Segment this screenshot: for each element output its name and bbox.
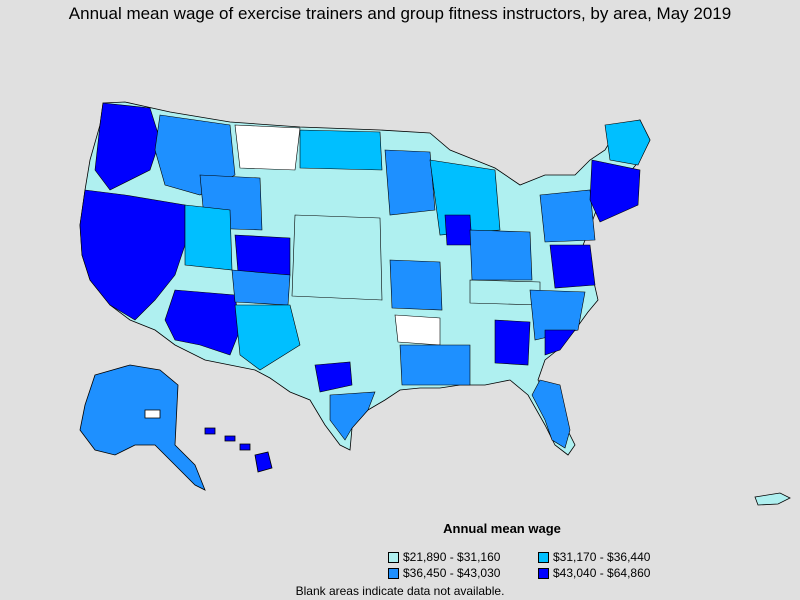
map-title: Annual mean wage of exercise trainers an… bbox=[68, 4, 732, 23]
legend-swatch bbox=[388, 551, 399, 563]
region-ohio-in bbox=[469, 229, 533, 281]
region-colorado-2 bbox=[231, 269, 291, 306]
region-california-nevada bbox=[79, 189, 186, 321]
hawaii bbox=[204, 427, 273, 473]
legend-item: $21,890 - $31,160 bbox=[370, 550, 520, 564]
region-chicago bbox=[444, 214, 473, 246]
alaska-blank bbox=[144, 409, 161, 419]
region-florida bbox=[531, 379, 571, 449]
region-charleston bbox=[544, 329, 576, 356]
legend-item: $43,040 - $64,860 bbox=[520, 566, 670, 580]
legend-label: $21,890 - $31,160 bbox=[403, 550, 501, 564]
region-blank-south bbox=[394, 314, 441, 346]
legend-swatch bbox=[538, 551, 549, 563]
region-missouri bbox=[389, 259, 443, 311]
region-kentucky bbox=[469, 279, 541, 306]
region-south-central bbox=[399, 344, 471, 386]
region-texas-west bbox=[234, 304, 301, 371]
legend-label: $36,450 - $43,030 bbox=[403, 566, 501, 580]
legend-label: $31,170 - $36,440 bbox=[553, 550, 651, 564]
legend-swatch bbox=[388, 567, 399, 579]
legend-items: $21,890 - $31,160 $31,170 - $36,440 $36,… bbox=[370, 550, 670, 580]
legend-item: $31,170 - $36,440 bbox=[520, 550, 670, 564]
alaska bbox=[79, 364, 206, 491]
region-texas-south bbox=[329, 391, 376, 441]
legend: Annual mean wage $21,890 - $31,160 $31,1… bbox=[370, 521, 670, 580]
wage-regions bbox=[79, 102, 651, 449]
region-va-md bbox=[549, 244, 596, 289]
region-atlanta bbox=[494, 319, 531, 366]
region-maine bbox=[604, 119, 651, 166]
hawaii-islands bbox=[204, 427, 251, 451]
hawaii-island bbox=[254, 451, 273, 473]
region-pacific-northwest bbox=[94, 102, 161, 191]
region-montana-blank bbox=[234, 124, 301, 171]
footnote: Blank areas indicate data not available. bbox=[295, 584, 505, 598]
legend-label: $43,040 - $64,860 bbox=[553, 566, 651, 580]
region-nd bbox=[299, 129, 383, 171]
region-carolinas bbox=[529, 289, 586, 341]
region-pa-ny bbox=[539, 189, 596, 243]
region-ne-ks bbox=[291, 214, 383, 301]
puerto-rico bbox=[754, 492, 791, 506]
region-new-england bbox=[589, 159, 641, 223]
region-idaho-montana bbox=[154, 114, 236, 196]
legend-item: $36,450 - $43,030 bbox=[370, 566, 520, 580]
alaska-shape bbox=[79, 364, 206, 491]
puerto-rico-shape bbox=[754, 492, 791, 506]
legend-swatch bbox=[538, 567, 549, 579]
legend-title: Annual mean wage bbox=[443, 521, 561, 536]
region-utah bbox=[184, 204, 233, 271]
region-minnesota bbox=[384, 149, 436, 216]
region-texas-dallas bbox=[314, 361, 353, 393]
region-colorado bbox=[234, 234, 291, 276]
